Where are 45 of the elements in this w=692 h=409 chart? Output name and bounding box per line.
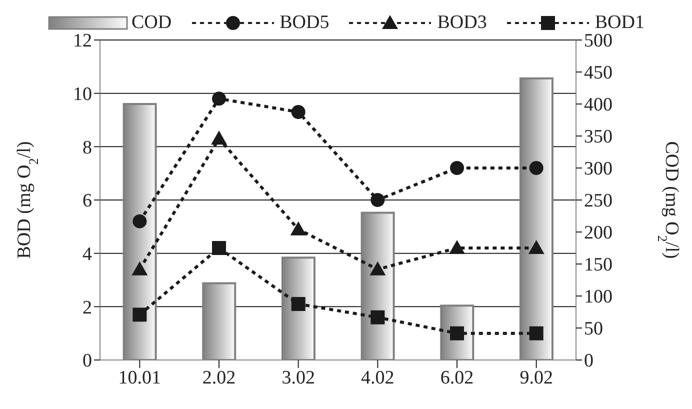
- y-tick-label: 6: [82, 190, 92, 212]
- x-tick-label: 2.02: [202, 367, 236, 388]
- point: [132, 261, 148, 276]
- point: [290, 221, 306, 236]
- point: [132, 214, 147, 228]
- y-tick-label: 12: [73, 30, 92, 52]
- legend-label: COD: [132, 12, 172, 34]
- point: [370, 261, 386, 276]
- point: [370, 193, 385, 207]
- y-tick-label: 2: [82, 297, 92, 318]
- y2-tick-label: 200: [584, 222, 612, 244]
- point: [528, 240, 544, 254]
- y-tick-label: 4: [82, 244, 92, 266]
- y-tick-label: 10: [73, 84, 92, 106]
- x-tick-label: 4.02: [361, 367, 394, 388]
- x-tick-label: 9.02: [520, 367, 553, 388]
- legend-label: BOD3: [437, 12, 487, 34]
- legend-label: BOD5: [280, 12, 330, 34]
- point: [291, 297, 306, 311]
- x-tick-label: 10.01: [118, 367, 162, 388]
- point: [212, 241, 226, 255]
- point: [291, 105, 306, 119]
- x-tick-label: 6.02: [440, 367, 474, 388]
- y2-tick-label: 500: [584, 30, 612, 52]
- y-tick-label: 0: [82, 350, 92, 372]
- y2-tick-label: 300: [584, 158, 612, 180]
- y2-tick-label: 0: [584, 350, 594, 372]
- y2-tick-label: 350: [584, 126, 612, 148]
- point: [450, 161, 464, 175]
- y2-tick-label: 150: [584, 254, 612, 276]
- point: [211, 130, 227, 145]
- y2-tick-label: 250: [584, 190, 612, 212]
- point: [449, 240, 465, 254]
- point: [212, 92, 226, 106]
- y2-tick-label: 50: [584, 318, 603, 340]
- y-tick-label: 8: [82, 137, 92, 158]
- point: [529, 326, 544, 340]
- x-tick-label: 3.02: [282, 367, 315, 388]
- y2-tick-label: 100: [584, 286, 612, 308]
- point: [132, 308, 147, 322]
- point: [370, 310, 385, 324]
- y2-tick-label: 400: [584, 94, 612, 116]
- y2-tick-label: 450: [584, 62, 612, 84]
- legend-label: BOD1: [594, 12, 644, 34]
- point: [529, 161, 544, 175]
